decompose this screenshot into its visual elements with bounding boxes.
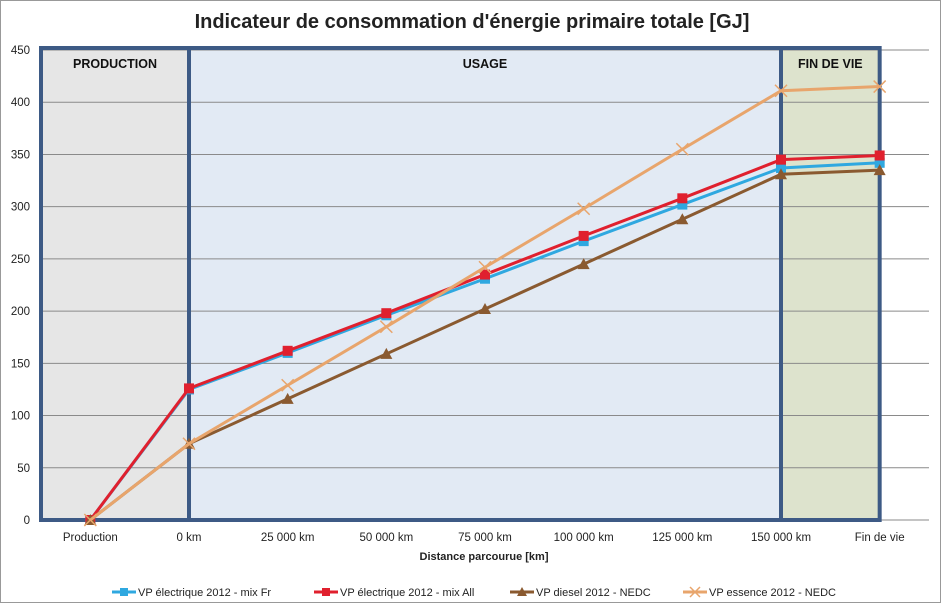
- triangle-marker: [676, 213, 689, 225]
- y-tick-label: 0: [24, 515, 30, 527]
- square-marker: [381, 308, 392, 319]
- y-tick-label: 100: [11, 411, 30, 423]
- legend-item: VP diesel 2012 - NEDC: [510, 587, 651, 599]
- zone-label: FIN DE VIE: [798, 57, 863, 71]
- y-tick-label: 450: [11, 45, 30, 57]
- triangle-marker: [775, 168, 787, 180]
- square-marker: [776, 154, 786, 165]
- y-tick-label: 150: [11, 358, 30, 370]
- x-tick-label: 50 000 km: [359, 532, 413, 544]
- x-tick-label: 25 000 km: [261, 532, 315, 544]
- x-marker: [83, 513, 97, 527]
- x-tick-label: 0 km: [177, 532, 202, 544]
- legend-item: VP électrique 2012 - mix All: [314, 587, 474, 599]
- zone-usage: [189, 48, 781, 520]
- triangle-marker: [479, 303, 491, 315]
- x-marker: [774, 84, 788, 98]
- square-marker: [480, 269, 490, 280]
- x-marker: [675, 142, 689, 156]
- series-3: [83, 80, 887, 527]
- legend-item: VP électrique 2012 - mix Fr: [112, 587, 271, 599]
- triangle-marker: [517, 587, 527, 596]
- y-tick-label: 200: [11, 306, 30, 318]
- legend-label: VP électrique 2012 - mix All: [340, 587, 474, 599]
- square-marker: [184, 383, 194, 394]
- square-marker: [874, 150, 885, 161]
- triangle-marker: [577, 258, 590, 270]
- y-tick-label: 400: [11, 97, 30, 109]
- x-tick-label: 100 000 km: [554, 532, 614, 544]
- x-marker: [577, 202, 591, 216]
- legend-label: VP essence 2012 - NEDC: [709, 587, 836, 599]
- x-tick-label: 75 000 km: [458, 532, 512, 544]
- zone-label: USAGE: [463, 57, 507, 71]
- legend-label: VP diesel 2012 - NEDC: [536, 587, 651, 599]
- square-marker: [578, 236, 589, 247]
- square-marker: [120, 588, 128, 596]
- x-marker: [689, 586, 701, 598]
- triangle-marker: [380, 347, 393, 359]
- zone-fin-de-vie: [781, 48, 880, 520]
- square-marker: [677, 193, 688, 204]
- x-tick-label: 150 000 km: [751, 532, 811, 544]
- square-marker: [776, 163, 786, 174]
- chart-title: Indicateur de consommation d'énergie pri…: [195, 11, 750, 33]
- square-marker: [677, 199, 688, 210]
- x-tick-label: Fin de vie: [855, 532, 905, 544]
- zone-production: [41, 48, 189, 520]
- zone-border: [779, 46, 882, 522]
- x-marker: [873, 80, 887, 94]
- x-marker: [379, 320, 393, 334]
- legend-label: VP électrique 2012 - mix Fr: [138, 587, 271, 599]
- y-tick-label: 350: [11, 149, 30, 161]
- square-marker: [282, 345, 293, 356]
- x-axis-label: Distance parcourue [km]: [420, 551, 549, 563]
- y-tick-label: 300: [11, 202, 30, 214]
- square-marker: [322, 588, 330, 596]
- square-marker: [578, 230, 589, 241]
- legend-item: VP essence 2012 - NEDC: [683, 586, 836, 599]
- y-tick-label: 250: [11, 254, 30, 266]
- x-tick-label: 125 000 km: [652, 532, 712, 544]
- triangle-marker: [873, 164, 886, 176]
- x-marker: [281, 378, 295, 392]
- x-marker: [182, 437, 196, 451]
- zone-label: PRODUCTION: [73, 57, 157, 71]
- x-tick-label: Production: [63, 532, 118, 544]
- y-tick-label: 50: [17, 463, 30, 475]
- triangle-marker: [281, 392, 294, 404]
- x-marker: [478, 260, 492, 274]
- square-marker: [874, 157, 885, 168]
